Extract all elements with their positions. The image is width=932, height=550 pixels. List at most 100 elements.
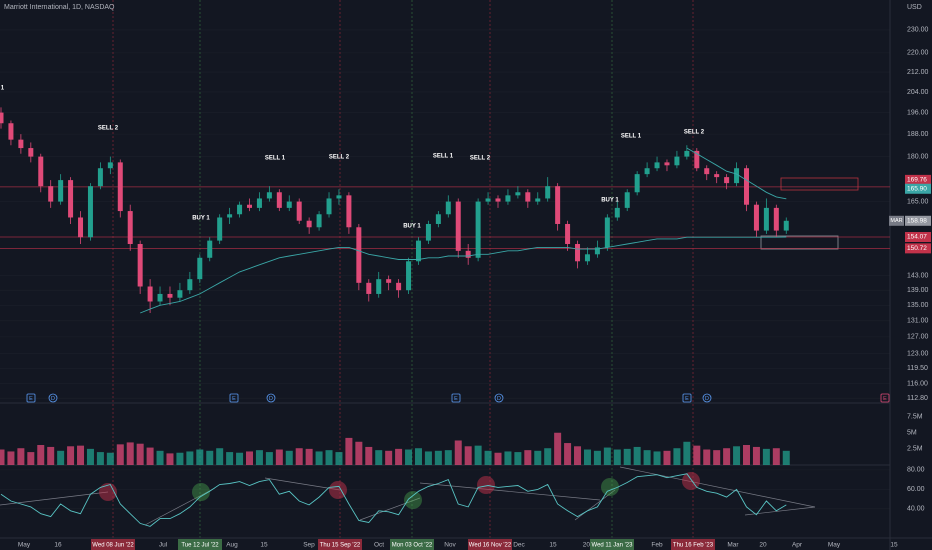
candle-body bbox=[276, 192, 282, 208]
volume-bar bbox=[246, 451, 253, 465]
candle-body bbox=[674, 156, 680, 166]
x-tick-label: 16 bbox=[54, 542, 62, 549]
x-tick-highlight bbox=[590, 539, 634, 550]
volume-bar bbox=[444, 450, 452, 465]
volume-bar bbox=[434, 450, 442, 465]
volume-bar bbox=[166, 453, 174, 465]
candle-body bbox=[28, 148, 34, 157]
candle-body bbox=[0, 112, 4, 124]
volume-bar bbox=[643, 450, 651, 465]
y-tick-label: 220.00 bbox=[907, 50, 929, 57]
trendline bbox=[144, 487, 216, 526]
y-tick-label: 135.00 bbox=[907, 302, 929, 309]
volume-bar bbox=[206, 450, 214, 465]
volume-bar bbox=[723, 448, 731, 465]
level-label-box bbox=[905, 174, 931, 185]
x-tick-highlight bbox=[318, 539, 362, 550]
last-price-label-box bbox=[905, 215, 931, 226]
candle-body bbox=[505, 195, 511, 202]
candle-body bbox=[515, 192, 521, 196]
volume-bar bbox=[613, 449, 621, 465]
y-tick-label: 188.00 bbox=[907, 131, 929, 138]
candle-body bbox=[415, 240, 421, 262]
volume-bar bbox=[424, 451, 432, 465]
candle-body bbox=[68, 180, 74, 218]
event-icon bbox=[26, 393, 36, 403]
volume-bar bbox=[414, 448, 422, 465]
candle-body bbox=[445, 201, 451, 215]
volume-bar bbox=[653, 451, 661, 465]
candle-body bbox=[614, 207, 620, 218]
candle-body bbox=[326, 198, 332, 215]
volume-bar bbox=[514, 452, 522, 465]
y-tick-label: 212.00 bbox=[907, 69, 929, 76]
volume-bar bbox=[345, 437, 353, 465]
candle-body bbox=[714, 174, 720, 178]
volume-bar bbox=[176, 452, 184, 465]
volume-bar bbox=[375, 450, 383, 465]
volume-bar bbox=[355, 441, 363, 465]
volume-bar bbox=[454, 440, 462, 465]
y-tick-label: 204.00 bbox=[907, 89, 929, 96]
signal-label: SELL 1 bbox=[0, 86, 5, 92]
volume-bar bbox=[236, 452, 244, 465]
candle-body bbox=[783, 220, 789, 231]
volume-bar bbox=[544, 448, 552, 465]
event-icon bbox=[229, 393, 239, 403]
y-tick-label: 127.00 bbox=[907, 334, 929, 341]
event-label: E bbox=[232, 396, 236, 402]
volume-bar bbox=[86, 448, 94, 465]
candle-body bbox=[207, 240, 213, 258]
x-tick-label: Nov bbox=[444, 542, 456, 549]
candle-body bbox=[256, 198, 262, 208]
volume-bar bbox=[683, 441, 691, 465]
volume-bar bbox=[752, 446, 760, 465]
level-label-box bbox=[905, 232, 931, 243]
candle-body bbox=[455, 201, 461, 251]
signal-label: SELL 2 bbox=[684, 130, 705, 136]
y-tick-label: 116.00 bbox=[907, 381, 928, 388]
volume-bar bbox=[593, 450, 601, 465]
event-label: D bbox=[51, 396, 55, 402]
volume-bar bbox=[623, 448, 631, 465]
trendline bbox=[264, 477, 341, 491]
candle-body bbox=[584, 254, 590, 262]
x-tick-label: 15 bbox=[260, 542, 268, 549]
x-tick-label: Wed 08 Jun '22 bbox=[92, 543, 134, 549]
y-tick-label: 60.00 bbox=[907, 486, 925, 493]
volume-bar bbox=[295, 448, 303, 465]
candle-body bbox=[18, 139, 24, 149]
x-tick-highlight bbox=[178, 539, 222, 550]
candle-body bbox=[87, 186, 93, 238]
volume-bar bbox=[7, 451, 15, 465]
volume-bar bbox=[743, 445, 750, 465]
volume-bar bbox=[285, 450, 293, 465]
candle-body bbox=[485, 198, 491, 202]
x-tick-label: 15 bbox=[549, 542, 557, 549]
candle-body bbox=[773, 207, 779, 231]
volume-bar bbox=[47, 446, 55, 465]
volume-bar bbox=[77, 445, 85, 465]
candle-body bbox=[425, 223, 431, 241]
rsi-signal bbox=[99, 483, 117, 501]
volume-bar bbox=[365, 446, 373, 465]
event-label: D bbox=[705, 396, 709, 402]
x-tick-label: Wed 16 Nov '22 bbox=[469, 543, 512, 549]
candle-body bbox=[495, 198, 501, 202]
volume-bar bbox=[782, 450, 790, 465]
volume-bar bbox=[255, 450, 263, 465]
y-tick-label: 5M bbox=[907, 430, 917, 437]
candle-body bbox=[594, 247, 600, 255]
candle-body bbox=[604, 217, 610, 248]
volume-bar bbox=[405, 449, 413, 465]
volume-bar bbox=[583, 449, 591, 465]
signal-label: SELL 1 bbox=[621, 134, 642, 140]
event-icon bbox=[702, 393, 712, 403]
x-tick-label: Feb bbox=[651, 542, 663, 549]
candle-body bbox=[247, 204, 252, 208]
candle-body bbox=[197, 257, 203, 280]
candle-body bbox=[545, 186, 551, 199]
volume-bar bbox=[603, 447, 611, 465]
moving-average bbox=[140, 236, 787, 314]
volume-bar bbox=[663, 450, 671, 465]
